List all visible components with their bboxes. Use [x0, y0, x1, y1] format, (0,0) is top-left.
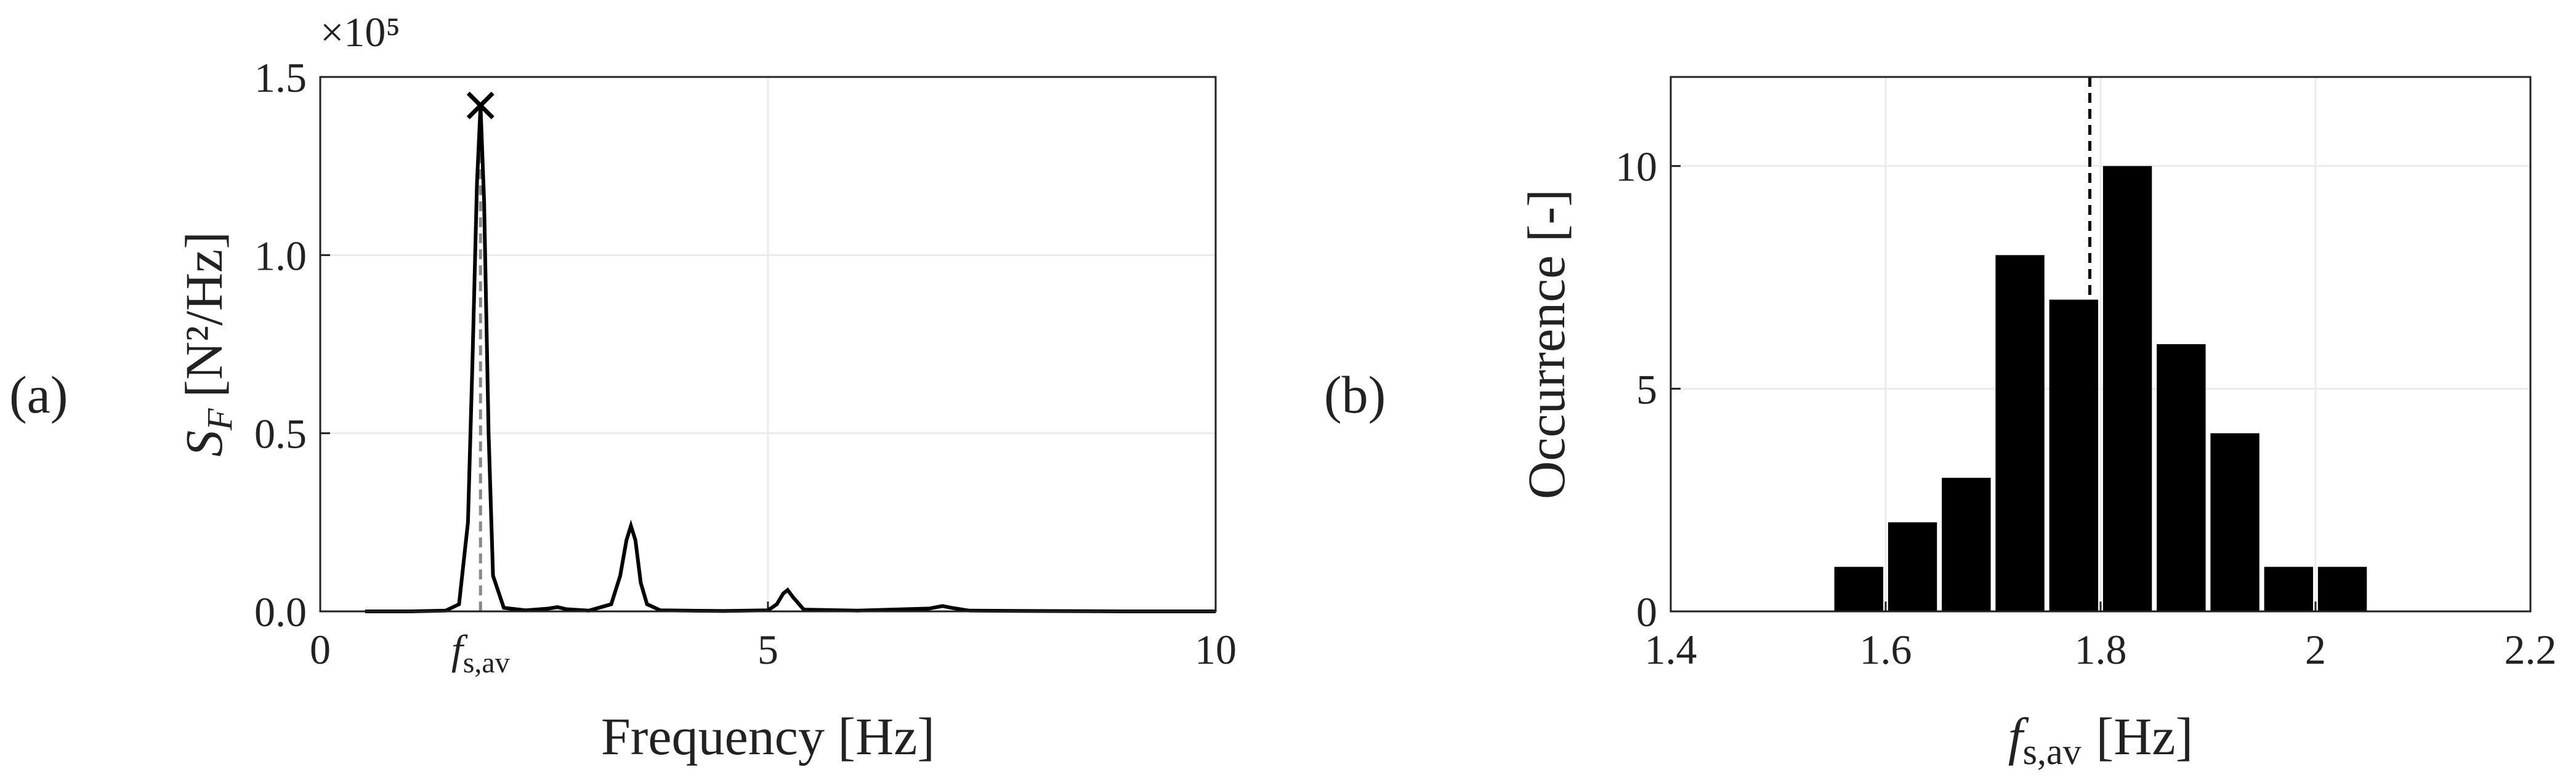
x-tick-label: fs,av: [451, 626, 510, 679]
bar: [1834, 566, 1884, 611]
bar: [1942, 478, 1991, 611]
y-tick-label: 1.0: [254, 232, 307, 279]
bar: [2210, 433, 2259, 611]
panel-label: (b): [1324, 365, 1386, 424]
x-tick-label: 1.6: [1860, 626, 1912, 673]
bar: [2264, 566, 2314, 611]
panel-label: (a): [9, 365, 68, 424]
x-tick-label: 1.4: [1645, 626, 1697, 673]
y-tick-label: 0.0: [254, 589, 307, 635]
y-tick-label: 0.5: [254, 411, 307, 457]
plot-frame: [319, 76, 1217, 613]
x-axis-label: Frequency [Hz]: [601, 707, 935, 766]
y-axis-label: Occurrence [-]: [1517, 189, 1576, 499]
bar: [1888, 522, 1937, 611]
x-axis-label-part: s,av: [2023, 731, 2081, 772]
y-tick-label: 10: [1615, 143, 1657, 190]
x-tick-label: 2: [2305, 626, 2326, 673]
x-tick-label: 10: [1195, 626, 1237, 673]
y-axis-label-part: F: [200, 408, 240, 431]
x-axis-label: fs,av [Hz]: [2008, 707, 2193, 772]
y-tick-label: 5: [1636, 366, 1657, 413]
x-tick-label-part: s,av: [463, 646, 510, 679]
bar: [2157, 344, 2206, 611]
y-tick-label: 0: [1636, 589, 1657, 635]
bar: [2317, 566, 2367, 611]
x-tick-label: 1.8: [2075, 626, 2127, 673]
spectrum-line: [365, 105, 1216, 613]
bar: [2102, 166, 2152, 612]
multiplier: ×10⁵: [320, 9, 400, 55]
x-axis-label-part: [Hz]: [2096, 707, 2194, 766]
y-axis-label-part: [N²/Hz]: [174, 231, 233, 397]
x-tick-label: 5: [757, 626, 778, 673]
x-tick-label: 2.2: [2505, 626, 2557, 673]
x-tick-label: 0: [310, 626, 331, 673]
peak-marker: [466, 91, 495, 119]
y-axis-label-part: S: [174, 430, 233, 457]
y-axis-label: SF [N²/Hz]: [174, 231, 240, 457]
plot-frame: [1670, 76, 2532, 613]
bar: [1995, 255, 2045, 611]
y-tick-label: 1.5: [254, 54, 307, 101]
